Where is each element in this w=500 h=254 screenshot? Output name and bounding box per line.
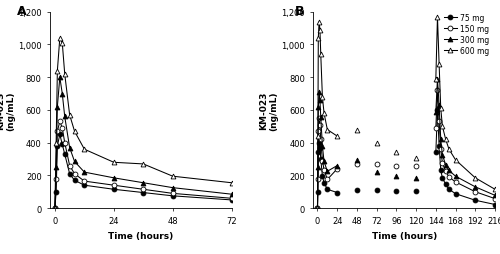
Legend: 75 mg, 150 mg, 300 mg, 600 mg: 75 mg, 150 mg, 300 mg, 600 mg: [442, 13, 491, 57]
Text: A: A: [18, 5, 27, 18]
Y-axis label: KM-023
(ng/mL): KM-023 (ng/mL): [259, 91, 278, 130]
Text: B: B: [295, 5, 304, 18]
X-axis label: Time (hours): Time (hours): [108, 231, 174, 240]
X-axis label: Time (hours): Time (hours): [372, 231, 437, 240]
Y-axis label: KM-023
(ng/mL): KM-023 (ng/mL): [0, 91, 16, 130]
